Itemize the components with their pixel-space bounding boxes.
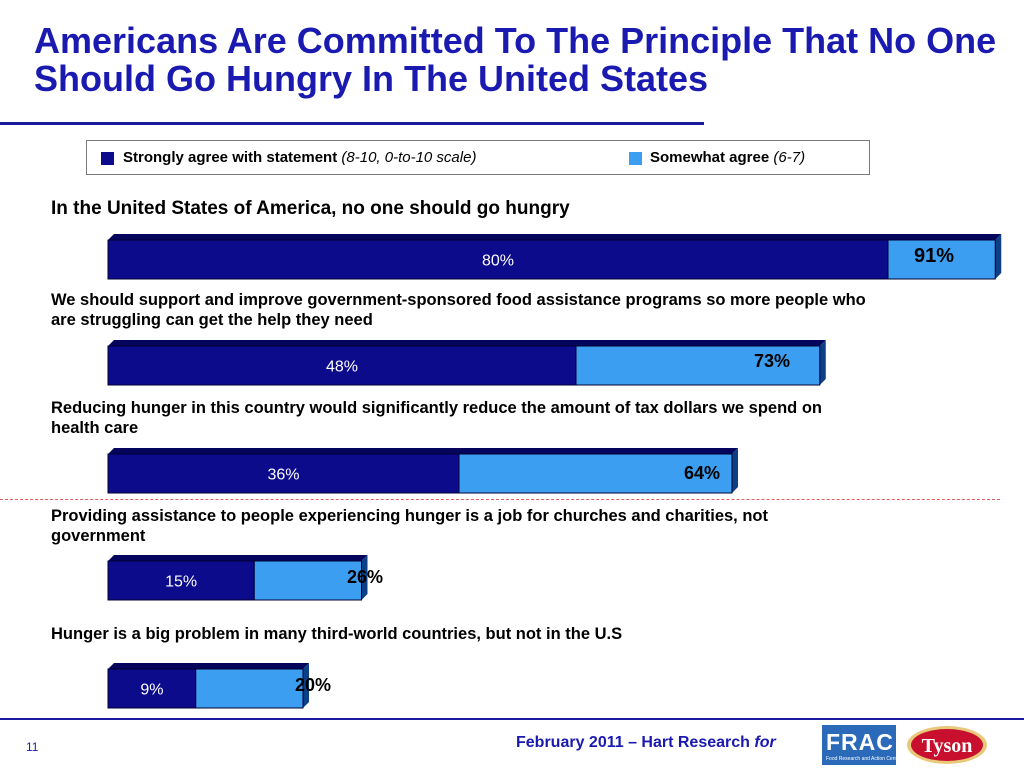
bar-strong-4 — [107, 560, 255, 601]
bar-side-face-5 — [303, 663, 309, 708]
footer-rule — [0, 718, 1024, 720]
tyson-logo: Tyson — [907, 726, 987, 764]
frac-logo-subtitle: Food Research and Action Center — [826, 756, 902, 762]
chart-legend: Strongly agree with statement (8-10, 0-t… — [86, 140, 870, 175]
bar-value-label-3: 36% — [267, 467, 299, 484]
frac-logo: FRAC Food Research and Action Center — [822, 725, 901, 765]
legend-strong-label: Strongly agree with statement — [123, 149, 338, 166]
bar-side-face-2 — [819, 340, 826, 385]
bar-somewhat-1 — [887, 239, 996, 280]
bar-value-label-1: 80% — [482, 253, 514, 270]
page-number: 11 — [26, 740, 39, 754]
bar-top-face-3 — [108, 448, 738, 454]
bar-strong-3 — [107, 453, 460, 494]
bar-top-face-2 — [108, 340, 826, 346]
total-label-4: 26% — [347, 567, 384, 587]
footer-source-text: February 2011 – Hart Research — [516, 734, 750, 751]
bar-somewhat-4 — [253, 560, 362, 601]
legend-item-somewhat: Somewhat agree (6-7) — [650, 149, 805, 166]
total-label-5: 20% — [295, 675, 332, 695]
bar-somewhat-2 — [575, 345, 821, 386]
bar-top-face-5 — [108, 663, 309, 669]
legend-somewhat-label: Somewhat agree — [650, 149, 770, 166]
bar-side-face-1 — [995, 234, 1002, 279]
bar-value-label-5: 9% — [140, 682, 163, 699]
statement-1: In the United States of America, no one … — [51, 198, 570, 219]
statement-3: Reducing hunger in this country would si… — [51, 399, 822, 437]
statement-2: We should support and improve government… — [51, 291, 866, 329]
legend-strong-scale: (8-10, 0-to-10 scale) — [341, 149, 477, 166]
title-underline — [0, 122, 704, 125]
bar-strong-1 — [107, 239, 889, 280]
statement-4: Providing assistance to people experienc… — [51, 507, 769, 545]
bar-somewhat-5 — [195, 668, 304, 709]
footer-for-text: for — [754, 734, 776, 751]
total-label-2: 73% — [754, 351, 791, 371]
bar-top-face-1 — [108, 234, 1002, 240]
separator-line — [0, 499, 1000, 500]
bar-somewhat-3 — [458, 453, 733, 494]
legend-item-strong: Strongly agree with statement (8-10, 0-t… — [123, 149, 476, 166]
legend-swatch-strong — [101, 152, 114, 165]
bar-value-label-2: 48% — [326, 359, 358, 376]
total-label-1: 91% — [914, 245, 955, 267]
bar-top-face-4 — [108, 555, 368, 561]
tyson-logo-text: Tyson — [922, 735, 973, 757]
bar-value-label-4: 15% — [165, 574, 197, 591]
slide-title: Americans Are Committed To The Principle… — [34, 20, 997, 99]
legend-swatch-somewhat — [629, 152, 642, 165]
bar-side-face-4 — [361, 555, 368, 600]
total-label-3: 64% — [684, 463, 721, 483]
statement-5: Hunger is a big problem in many third-wo… — [51, 625, 623, 643]
frac-logo-text: FRAC — [826, 729, 894, 755]
bar-side-face-3 — [732, 448, 738, 493]
legend-somewhat-scale: (6-7) — [773, 149, 806, 166]
footer-source: February 2011 – Hart Research for — [516, 734, 776, 752]
bar-strong-2 — [107, 345, 577, 386]
